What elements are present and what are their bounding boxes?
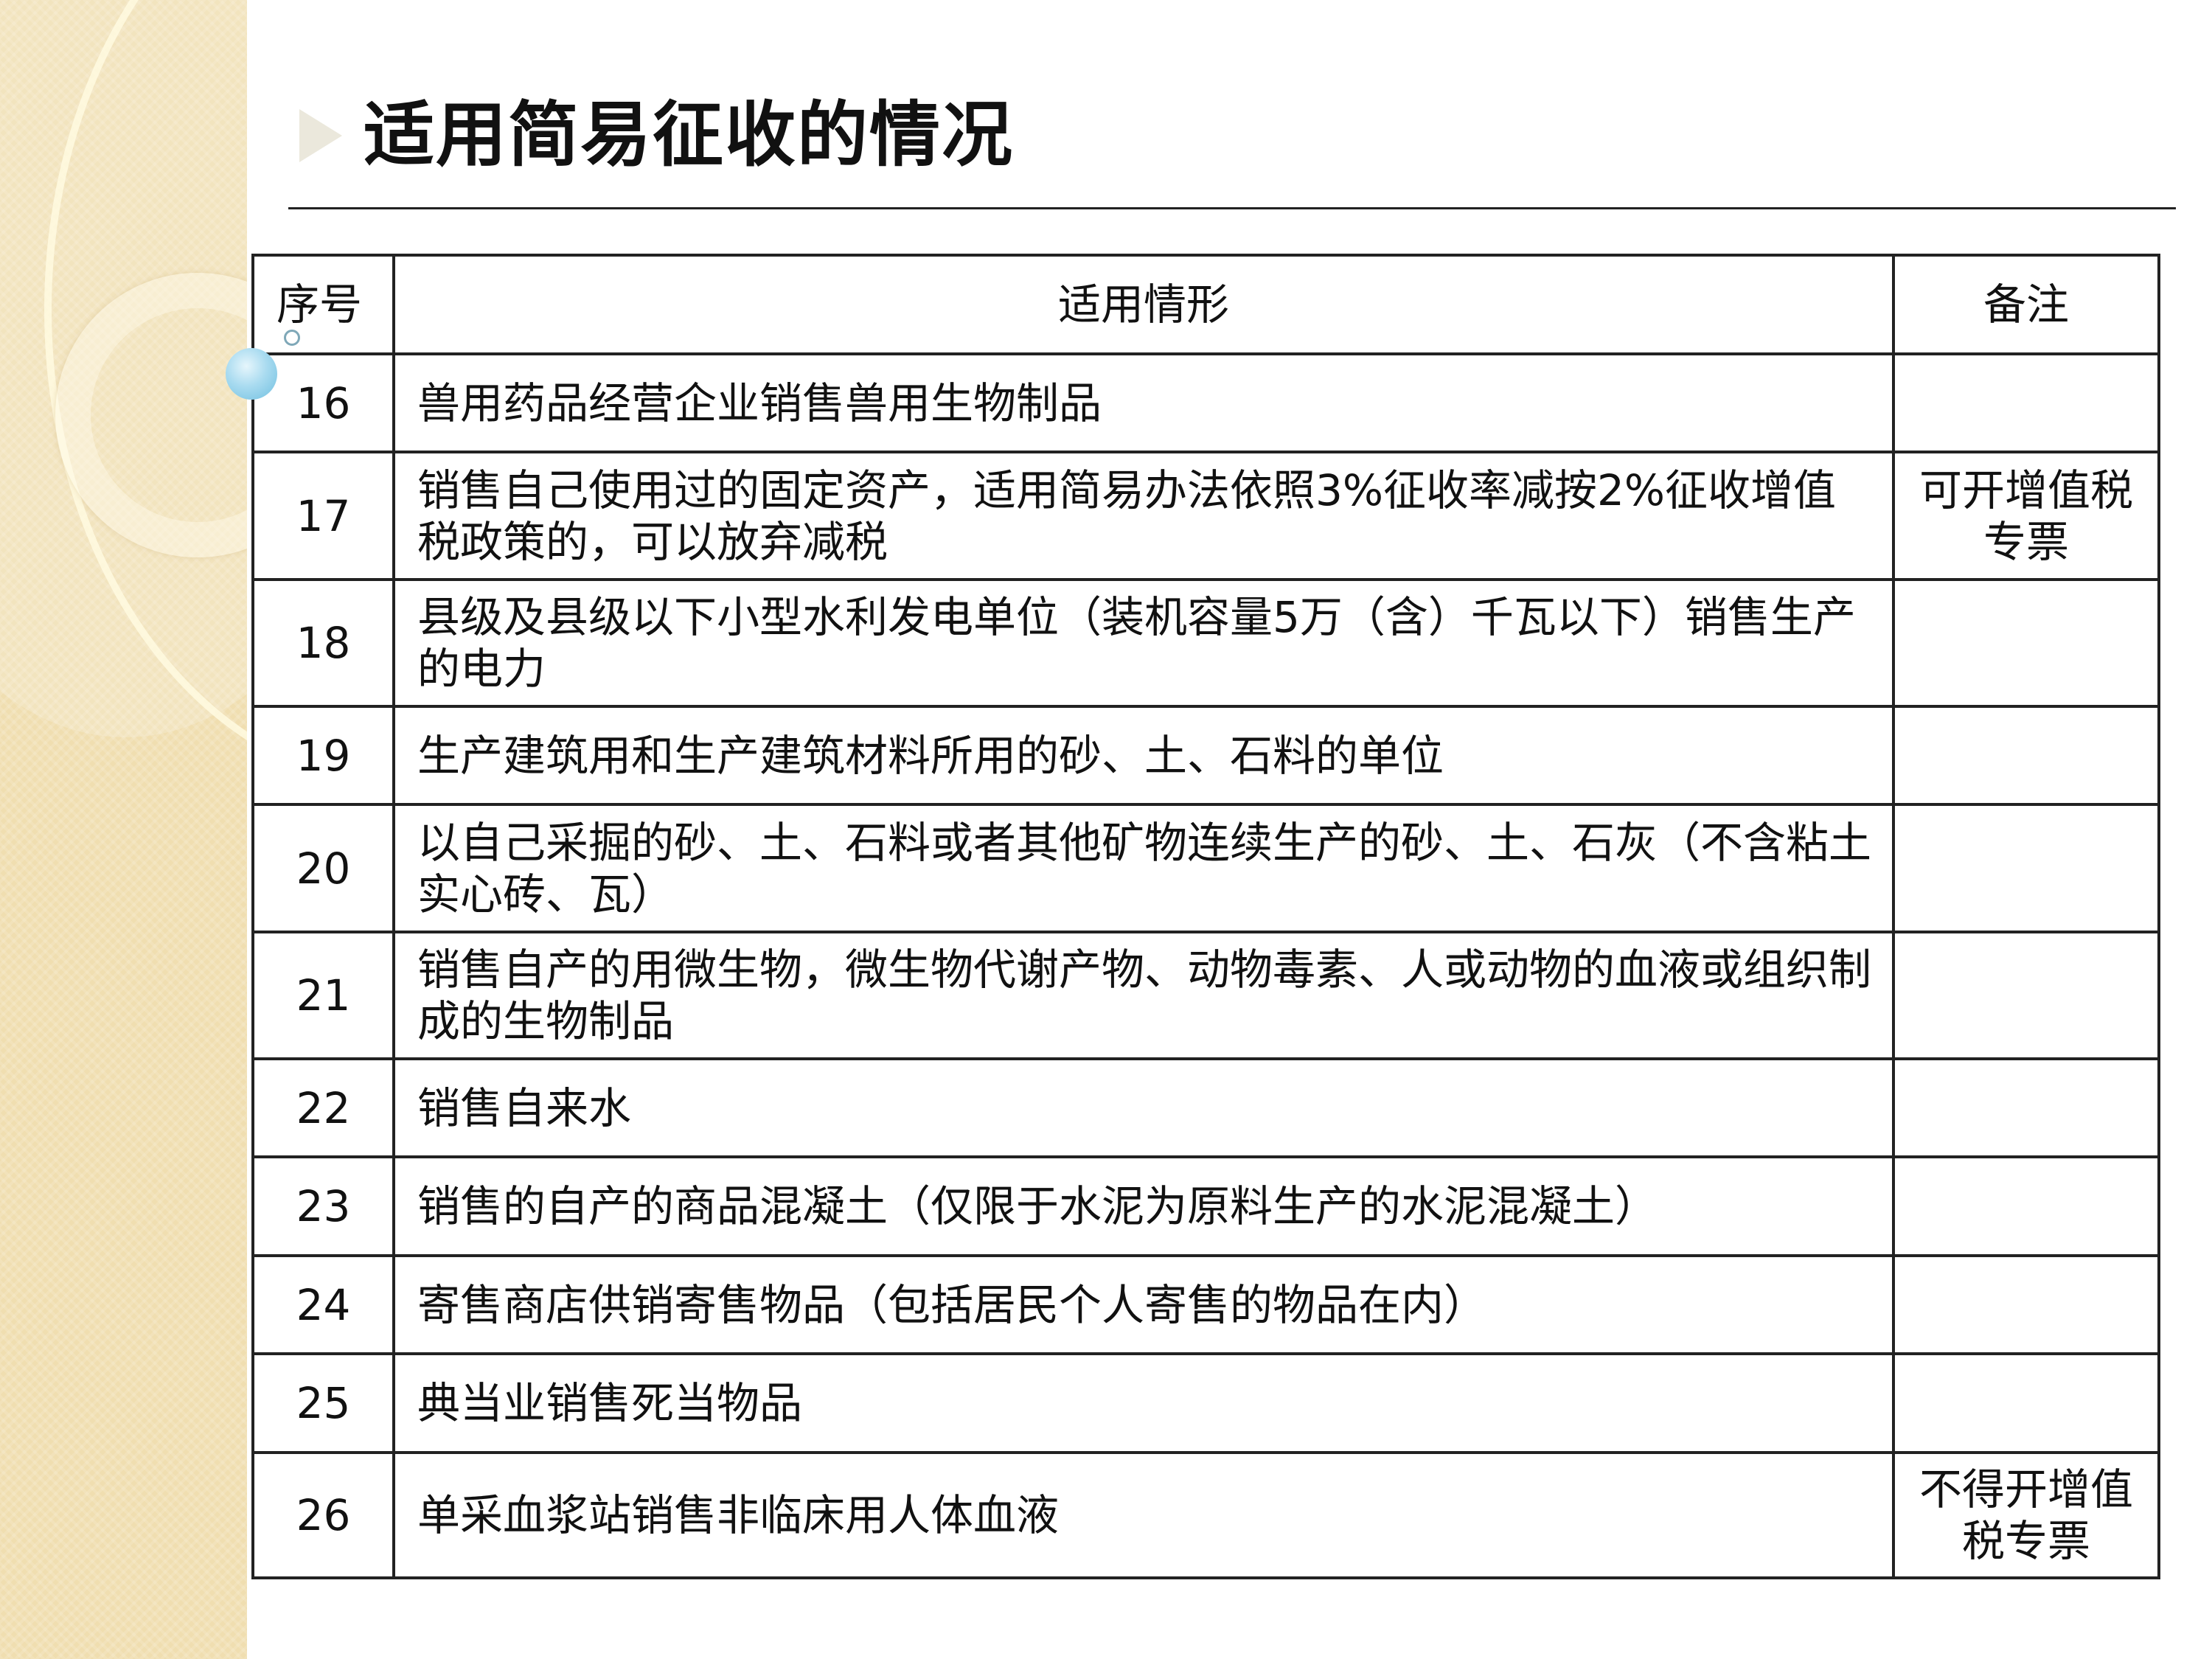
row-number: 25: [251, 1352, 395, 1454]
row-number: 21: [251, 931, 395, 1060]
row-note: 可开增值税专票: [1892, 451, 2160, 581]
table-row: 18 县级及县级以下小型水利发电单位（装机容量5万（含）千瓦以下）销售生产的电力: [251, 578, 2160, 708]
row-case: 销售自来水: [392, 1057, 1895, 1158]
row-note: [1892, 1254, 2160, 1355]
row-case: 以自己采掘的砂、土、石料或者其他矿物连续生产的砂、土、石灰（不含粘土实心砖、瓦）: [392, 803, 1895, 933]
row-note: [1892, 1057, 2160, 1158]
row-number: 17: [251, 451, 395, 581]
decorative-side-band: [0, 0, 247, 1659]
header-case: 适用情形: [392, 254, 1895, 355]
header-note: 备注: [1892, 254, 2160, 355]
page-title: 适用简易征收的情况: [364, 93, 1014, 176]
row-number: 22: [251, 1057, 395, 1158]
row-case: 县级及县级以下小型水利发电单位（装机容量5万（含）千瓦以下）销售生产的电力: [392, 578, 1895, 708]
row-number: 20: [251, 803, 395, 933]
row-note: [1892, 803, 2160, 933]
row-case: 兽用药品经营企业销售兽用生物制品: [392, 352, 1895, 453]
simplified-levy-table: 序号 适用情形 备注 16 兽用药品经营企业销售兽用生物制品 17 销售自己使用过的固…: [251, 254, 2160, 1579]
table-row: 16 兽用药品经营企业销售兽用生物制品: [251, 352, 2160, 453]
row-number: 26: [251, 1451, 395, 1579]
table-row: 23 销售的自产的商品混凝土（仅限于水泥为原料生产的水泥混凝土）: [251, 1155, 2160, 1257]
row-number: 18: [251, 578, 395, 708]
table-row: 24 寄售商店供销寄售物品（包括居民个人寄售的物品在内）: [251, 1254, 2160, 1355]
row-note: [1892, 705, 2160, 806]
decorative-bubble: [226, 348, 277, 400]
table-row: 20 以自己采掘的砂、土、石料或者其他矿物连续生产的砂、土、石灰（不含粘土实心砖、…: [251, 803, 2160, 933]
title-divider: [288, 207, 2176, 209]
header-no: 序号: [251, 254, 395, 355]
table-row: 17 销售自己使用过的固定资产，适用简易办法依照3%征收率减按2%征收增值税政策的…: [251, 451, 2160, 581]
title-arrow-icon: [299, 109, 342, 162]
row-number: 24: [251, 1254, 395, 1355]
row-case: 寄售商店供销寄售物品（包括居民个人寄售的物品在内）: [392, 1254, 1895, 1355]
table-row: 26 单采血浆站销售非临床用人体血液 不得开增值税专票: [251, 1451, 2160, 1579]
table-row: 19 生产建筑用和生产建筑材料所用的砂、土、石料的单位: [251, 705, 2160, 806]
row-note: [1892, 1155, 2160, 1257]
row-number: 19: [251, 705, 395, 806]
row-note: [1892, 578, 2160, 708]
row-note: [1892, 352, 2160, 453]
decorative-dot: [284, 330, 300, 346]
table-header-row: 序号 适用情形 备注: [251, 254, 2160, 355]
row-note: 不得开增值税专票: [1892, 1451, 2160, 1579]
table-row: 25 典当业销售死当物品: [251, 1352, 2160, 1454]
row-note: [1892, 931, 2160, 1060]
table-row: 22 销售自来水: [251, 1057, 2160, 1158]
table-row: 21 销售自产的用微生物，微生物代谢产物、动物毒素、人或动物的血液或组织制成的生物…: [251, 931, 2160, 1060]
row-case: 销售自己使用过的固定资产，适用简易办法依照3%征收率减按2%征收增值税政策的，可…: [392, 451, 1895, 581]
row-case: 典当业销售死当物品: [392, 1352, 1895, 1454]
row-number: 23: [251, 1155, 395, 1257]
row-number: 16: [251, 352, 395, 453]
row-case: 单采血浆站销售非临床用人体血液: [392, 1451, 1895, 1579]
row-case: 销售自产的用微生物，微生物代谢产物、动物毒素、人或动物的血液或组织制成的生物制品: [392, 931, 1895, 1060]
row-note: [1892, 1352, 2160, 1454]
row-case: 生产建筑用和生产建筑材料所用的砂、土、石料的单位: [392, 705, 1895, 806]
row-case: 销售的自产的商品混凝土（仅限于水泥为原料生产的水泥混凝土）: [392, 1155, 1895, 1257]
